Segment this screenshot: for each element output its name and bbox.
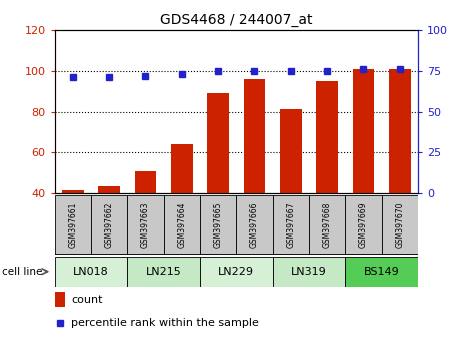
Bar [55, 195, 91, 255]
Bar [389, 69, 411, 274]
Bar [127, 257, 200, 287]
Bar [200, 195, 237, 255]
Text: percentile rank within the sample: percentile rank within the sample [71, 318, 259, 329]
Bar [273, 195, 309, 255]
Bar [134, 171, 156, 274]
Bar [280, 109, 302, 274]
Text: GSM397669: GSM397669 [359, 201, 368, 248]
Bar [273, 257, 345, 287]
Text: count: count [71, 295, 103, 305]
Text: GSM397664: GSM397664 [177, 201, 186, 248]
Bar [352, 69, 374, 274]
Bar [55, 292, 65, 307]
Bar [91, 195, 127, 255]
Bar [200, 257, 273, 287]
Bar [171, 144, 193, 274]
Bar [309, 195, 345, 255]
Text: LN319: LN319 [291, 267, 327, 277]
Text: LN018: LN018 [73, 267, 109, 277]
Text: GDS4468 / 244007_at: GDS4468 / 244007_at [160, 12, 313, 27]
Bar [237, 195, 273, 255]
Bar [345, 195, 381, 255]
Text: GSM397661: GSM397661 [68, 201, 77, 248]
Bar [127, 195, 163, 255]
Text: LN215: LN215 [146, 267, 181, 277]
Bar [163, 195, 200, 255]
Bar [381, 195, 418, 255]
Text: BS149: BS149 [364, 267, 399, 277]
Text: GSM397668: GSM397668 [323, 201, 332, 248]
Bar [98, 186, 120, 274]
Bar [244, 79, 266, 274]
Bar [316, 81, 338, 274]
Text: GSM397670: GSM397670 [395, 201, 404, 248]
Bar [345, 257, 418, 287]
Text: cell line: cell line [2, 267, 43, 277]
Text: GSM397666: GSM397666 [250, 201, 259, 248]
Text: GSM397665: GSM397665 [214, 201, 223, 248]
Text: LN229: LN229 [218, 267, 254, 277]
Text: GSM397663: GSM397663 [141, 201, 150, 248]
Bar [55, 257, 127, 287]
Bar [207, 93, 229, 274]
Text: GSM397667: GSM397667 [286, 201, 295, 248]
Bar [62, 190, 84, 274]
Text: GSM397662: GSM397662 [104, 201, 114, 248]
